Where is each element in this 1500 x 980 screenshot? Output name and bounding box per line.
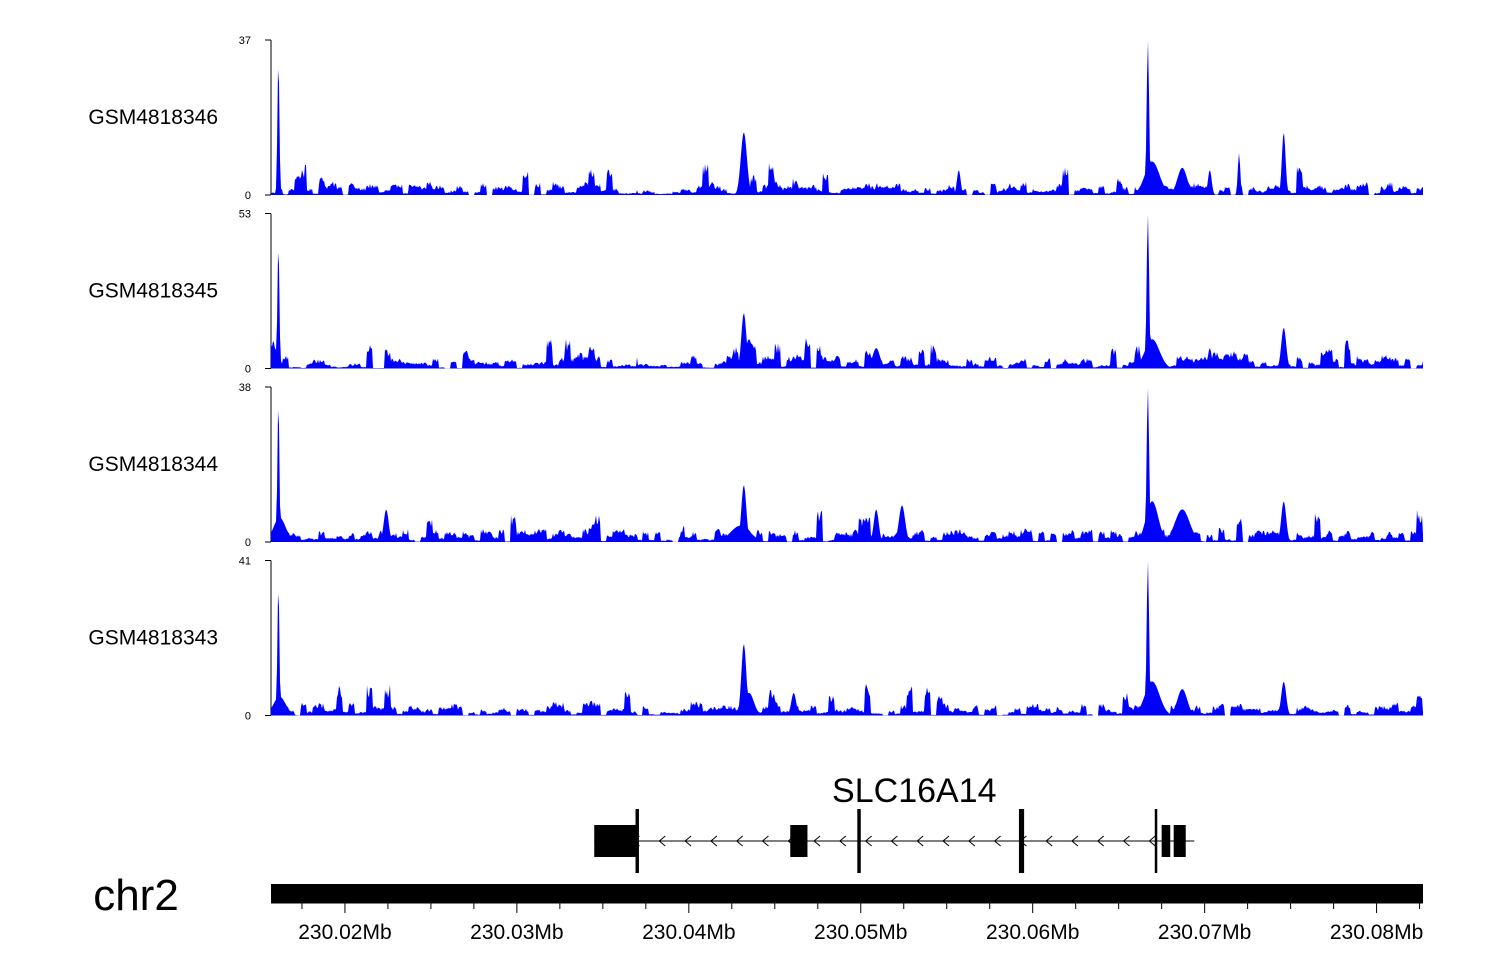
- exon: [1018, 809, 1025, 873]
- signal-area: [271, 214, 1423, 369]
- track-GSM4818344: GSM4818344 38 0: [88, 382, 1423, 549]
- strand-arrow: [1045, 835, 1053, 847]
- chromosome-bar: [271, 884, 1423, 903]
- track-GSM4818345: GSM4818345 53 0: [88, 209, 1423, 376]
- exon: [1154, 809, 1158, 873]
- exon: [857, 809, 861, 873]
- strand-arrow: [1096, 835, 1105, 847]
- x-tick-label: 230.02Mb: [298, 921, 391, 944]
- strand-arrow: [813, 835, 821, 847]
- strand-arrow: [1071, 835, 1079, 847]
- strand-arrow: [684, 835, 692, 847]
- track-label: GSM4818345: [88, 280, 218, 303]
- strand-arrow: [1122, 835, 1130, 847]
- strand-arrow: [993, 835, 1001, 847]
- exon: [635, 809, 639, 873]
- y-tick-label-min: 0: [245, 711, 251, 723]
- y-tick-label-max: 38: [239, 382, 251, 394]
- chromosome-label: chr2: [93, 871, 179, 920]
- strand-arrow: [658, 835, 666, 847]
- strand-arrow: [890, 835, 898, 847]
- x-tick-label: 230.04Mb: [642, 921, 735, 944]
- strand-arrow: [968, 835, 976, 847]
- y-tick-label-max: 41: [239, 556, 251, 568]
- signal-area: [271, 561, 1423, 716]
- strand-arrow: [761, 835, 769, 847]
- strand-arrow: [710, 835, 718, 847]
- exon: [594, 825, 638, 857]
- strand-arrow: [916, 835, 924, 847]
- track-label: GSM4818344: [88, 453, 218, 476]
- gene-track: SLC16A14: [594, 772, 1195, 873]
- y-tick-label-min: 0: [245, 364, 251, 376]
- signal-area: [271, 40, 1423, 195]
- x-tick-label: 230.05Mb: [814, 921, 907, 944]
- track-GSM4818346: GSM4818346 37 0: [88, 35, 1423, 202]
- y-tick-label-min: 0: [245, 537, 251, 549]
- strand-arrow: [1148, 835, 1156, 847]
- y-tick-label-max: 53: [239, 209, 251, 221]
- exon: [1173, 825, 1186, 857]
- x-tick-label: 230.03Mb: [470, 921, 563, 944]
- strand-arrow: [735, 835, 743, 847]
- x-tick-label: 230.07Mb: [1158, 921, 1251, 944]
- track-label: GSM4818346: [88, 106, 218, 129]
- exon: [1161, 825, 1171, 857]
- exon: [790, 825, 808, 857]
- y-tick-label-max: 37: [239, 35, 251, 47]
- x-tick-label: 230.06Mb: [986, 921, 1079, 944]
- strand-arrow: [942, 835, 950, 847]
- x-tick-label: 230.08Mb: [1330, 921, 1423, 944]
- y-tick-label-min: 0: [245, 190, 251, 202]
- signal-tracks: GSM4818346370GSM4818345530GSM4818344380G…: [88, 35, 1423, 723]
- track-label: GSM4818343: [88, 627, 218, 650]
- gene-name-label: SLC16A14: [832, 772, 996, 810]
- strand-arrow: [864, 835, 872, 847]
- strand-arrow: [839, 835, 847, 847]
- chromosome-axis: chr2 230.02Mb 230.03Mb 230.04Mb 230.05Mb 230…: [93, 871, 1423, 944]
- signal-area: [271, 387, 1423, 542]
- track-GSM4818343: GSM4818343 41 0: [88, 556, 1423, 723]
